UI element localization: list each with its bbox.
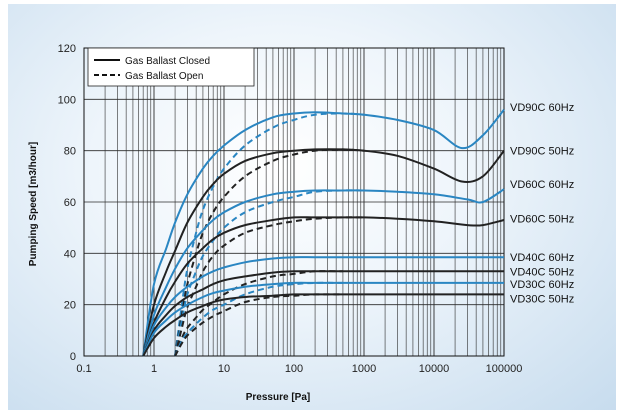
legend-label-closed: Gas Ballast Closed bbox=[125, 56, 210, 67]
series-line-vd90c-50hz-open bbox=[174, 148, 365, 357]
plot-area-border bbox=[83, 47, 505, 357]
series-label: VD30C 60Hz bbox=[510, 279, 574, 291]
y-tick-label: 20 bbox=[64, 300, 76, 312]
x-tick-label: 1000 bbox=[352, 363, 376, 375]
y-tick-label: 40 bbox=[64, 248, 76, 260]
series-line-vd30c-50hz-open bbox=[174, 293, 343, 357]
x-tick-label: 100 bbox=[285, 363, 303, 375]
y-tick-label: 80 bbox=[64, 146, 76, 158]
legend-box bbox=[87, 47, 255, 87]
series-line-vd90c-60hz-open bbox=[174, 112, 365, 357]
grid bbox=[83, 47, 505, 357]
series-line-vd60c-60hz-open bbox=[174, 189, 365, 357]
x-tick-label: 10000 bbox=[419, 363, 450, 375]
series-line-vd90c-50hz-closed bbox=[142, 148, 505, 357]
series-line-vd40c-50hz-closed bbox=[142, 270, 505, 357]
series-label: VD40C 60Hz bbox=[510, 252, 574, 264]
series-lines bbox=[142, 108, 505, 357]
series-line-vd60c-50hz-closed bbox=[142, 216, 505, 357]
x-tick-label: 100000 bbox=[486, 363, 523, 375]
series-line-vd30c-60hz-closed bbox=[142, 281, 504, 357]
series-label: VD30C 50Hz bbox=[510, 293, 574, 305]
series-line-vd30c-50hz-closed bbox=[142, 293, 504, 357]
legend-label-open: Gas Ballast Open bbox=[125, 71, 203, 82]
legend: Gas Ballast Closed Gas Ballast Open bbox=[87, 47, 255, 87]
x-tick-label: 0.1 bbox=[76, 363, 91, 375]
x-tick-label: 10 bbox=[218, 363, 230, 375]
y-tick-label: 0 bbox=[70, 351, 76, 363]
y-tick-label: 60 bbox=[64, 197, 76, 209]
axis-ticks: 0.1 1 10 100 1000 10000 100000 0 20 40 60 80 100 120 bbox=[58, 43, 523, 375]
series-line-vd30c-60hz-open bbox=[174, 281, 343, 357]
series-label: VD60C 50Hz bbox=[510, 214, 574, 226]
series-line-vd60c-60hz-closed bbox=[142, 188, 505, 357]
series-label: VD40C 50Hz bbox=[510, 266, 574, 278]
series-line-vd60c-50hz-open bbox=[174, 216, 365, 357]
series-line-vd90c-60hz-closed bbox=[142, 108, 505, 357]
y-axis-title: Pumping Speed [m3/hour] bbox=[28, 142, 39, 266]
y-tick-label: 120 bbox=[58, 43, 76, 55]
series-label: VD90C 60Hz bbox=[510, 102, 574, 114]
series-label: VD90C 50Hz bbox=[510, 146, 574, 158]
y-tick-label: 100 bbox=[58, 94, 76, 106]
series-label: VD60C 60Hz bbox=[510, 179, 574, 191]
series-labels: VD90C 60Hz VD90C 50Hz VD60C 60Hz VD60C 50Hz… bbox=[510, 102, 574, 305]
x-axis-title: Pressure [Pa] bbox=[246, 392, 310, 403]
series-line-vd40c-60hz-closed bbox=[142, 256, 504, 357]
x-tick-label: 1 bbox=[151, 363, 157, 375]
series-line-vd40c-50hz-open bbox=[174, 270, 343, 357]
chart-frame: 0.1 1 10 100 1000 10000 100000 0 20 40 60 80 100 120 … bbox=[8, 4, 616, 410]
pumping-speed-chart: 0.1 1 10 100 1000 10000 100000020406080100120 … bbox=[28, 43, 574, 403]
